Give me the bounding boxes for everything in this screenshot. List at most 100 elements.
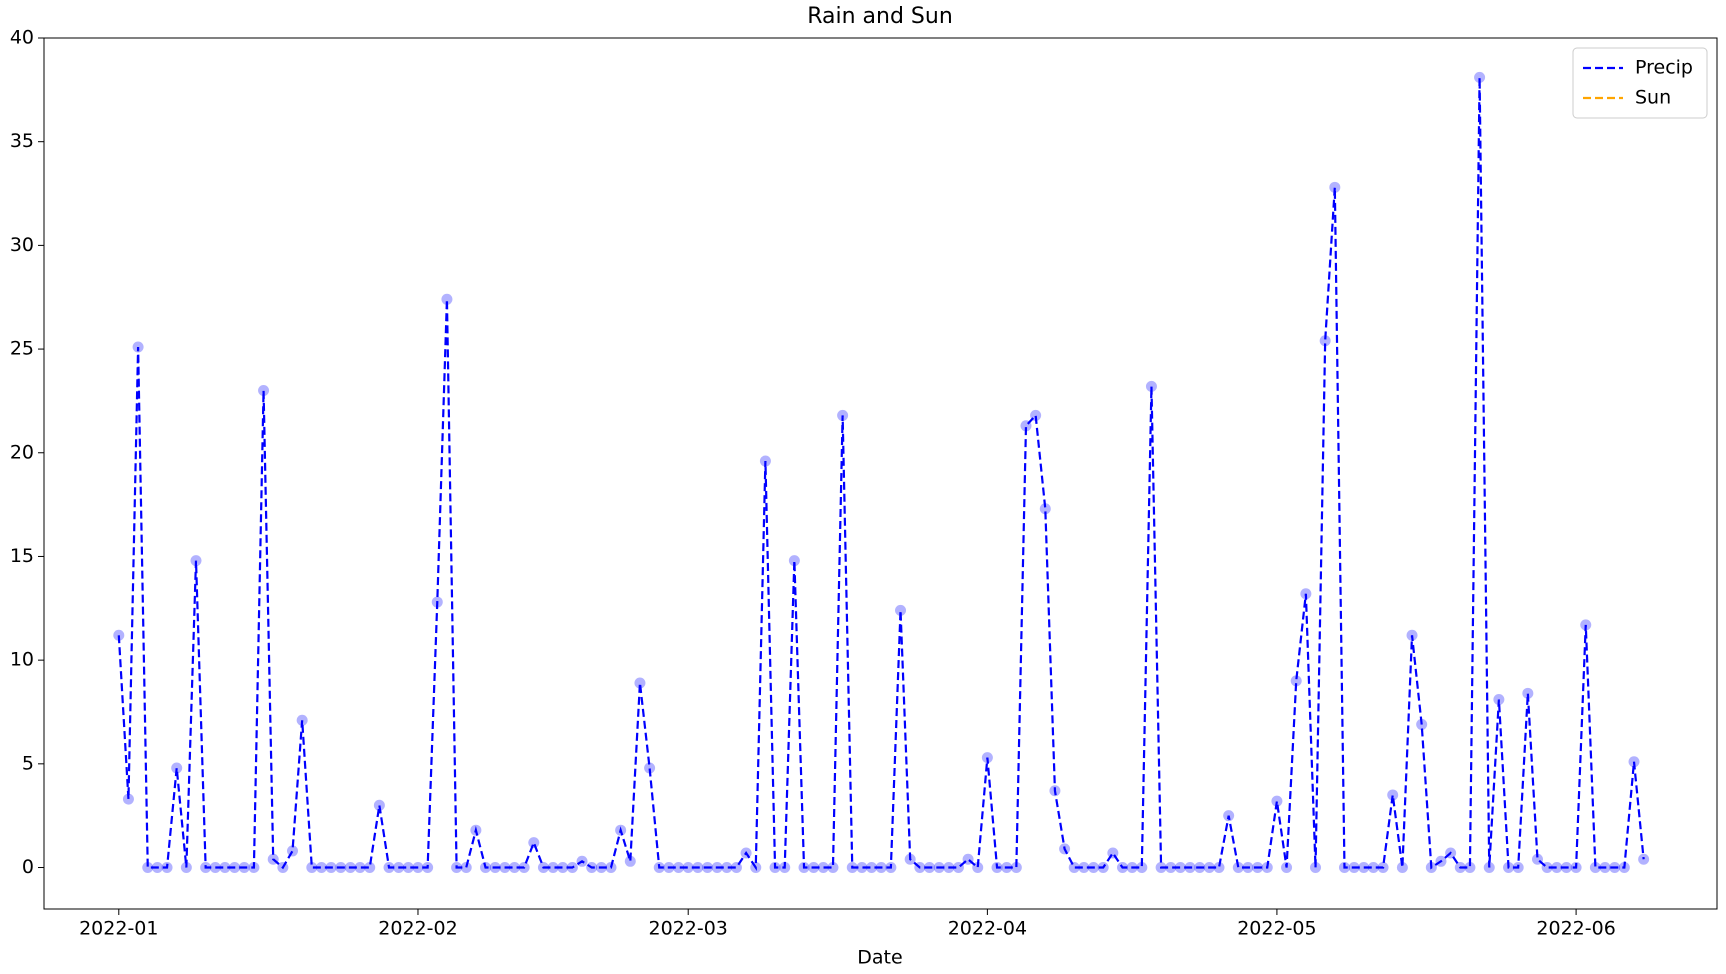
x-tick-label: 2022-02: [378, 918, 457, 940]
point: [875, 862, 887, 874]
point: [1319, 335, 1331, 347]
point: [740, 847, 752, 859]
point: [113, 629, 125, 641]
point: [730, 862, 742, 874]
point: [335, 862, 347, 874]
point: [1396, 862, 1408, 874]
point: [1088, 862, 1100, 874]
point: [480, 862, 492, 874]
line: [117, 77, 1645, 872]
point: [431, 596, 443, 608]
point: [885, 862, 897, 874]
point: [952, 862, 964, 874]
point: [383, 862, 395, 874]
point: [1059, 843, 1071, 855]
point: [1589, 862, 1601, 874]
point: [1609, 862, 1621, 874]
point: [991, 862, 1003, 874]
point: [470, 824, 482, 836]
point: [1445, 847, 1457, 859]
point: [1560, 862, 1572, 874]
legend: Precip Sun: [1572, 47, 1708, 119]
point: [325, 862, 337, 874]
point: [248, 862, 260, 874]
point: [258, 385, 270, 397]
point: [943, 862, 955, 874]
point: [1503, 862, 1515, 874]
point: [518, 862, 530, 874]
point: [895, 604, 907, 616]
point: [1136, 862, 1148, 874]
point: [508, 862, 520, 874]
point: [1531, 853, 1543, 865]
point: [451, 862, 463, 874]
point: [653, 862, 665, 874]
point: [1300, 588, 1312, 600]
point: [1174, 862, 1186, 874]
point: [1377, 862, 1389, 874]
x-axis-label: Date: [857, 947, 902, 969]
point: [1570, 862, 1582, 874]
point: [132, 341, 144, 353]
point: [1184, 862, 1196, 874]
point: [1145, 380, 1157, 392]
point: [373, 799, 385, 811]
point: [460, 862, 472, 874]
point: [1001, 862, 1013, 874]
x-tick-label: 2022-04: [948, 918, 1027, 940]
point: [1049, 785, 1061, 797]
point: [788, 555, 800, 567]
point: [1107, 847, 1119, 859]
y-tick-label: 15: [10, 545, 34, 567]
point: [1599, 862, 1611, 874]
point: [1097, 862, 1109, 874]
point: [219, 862, 231, 874]
point: [769, 862, 781, 874]
x-tick-label: 2022-01: [79, 918, 158, 940]
point: [296, 714, 308, 726]
point: [972, 862, 984, 874]
point: [1213, 862, 1225, 874]
point: [827, 862, 839, 874]
point: [151, 862, 163, 874]
point: [537, 862, 549, 874]
point: [1618, 862, 1630, 874]
point: [750, 862, 762, 874]
point: [1232, 862, 1244, 874]
point: [209, 862, 221, 874]
y-tick-label: 5: [22, 752, 34, 774]
point: [1551, 862, 1563, 874]
y-tick-label: 25: [10, 338, 34, 360]
point: [1406, 629, 1418, 641]
point: [711, 862, 723, 874]
point: [962, 853, 974, 865]
point: [422, 862, 434, 874]
point: [846, 862, 858, 874]
point: [586, 862, 598, 874]
point: [229, 862, 241, 874]
point: [1512, 862, 1524, 874]
point: [1261, 862, 1273, 874]
point: [595, 862, 607, 874]
point: [1358, 862, 1370, 874]
legend-label: Precip: [1635, 57, 1693, 79]
point: [981, 752, 993, 764]
point: [180, 862, 192, 874]
point: [238, 862, 250, 874]
point: [1281, 862, 1293, 874]
point: [1416, 718, 1428, 730]
point: [933, 862, 945, 874]
point: [1271, 795, 1283, 807]
point: [1010, 862, 1022, 874]
point: [171, 762, 183, 774]
point: [663, 862, 675, 874]
point: [923, 862, 935, 874]
point: [267, 853, 279, 865]
point: [1290, 675, 1302, 687]
point: [277, 862, 289, 874]
x-tick-label: 2022-05: [1237, 918, 1316, 940]
point: [1483, 862, 1495, 874]
point: [837, 409, 849, 421]
